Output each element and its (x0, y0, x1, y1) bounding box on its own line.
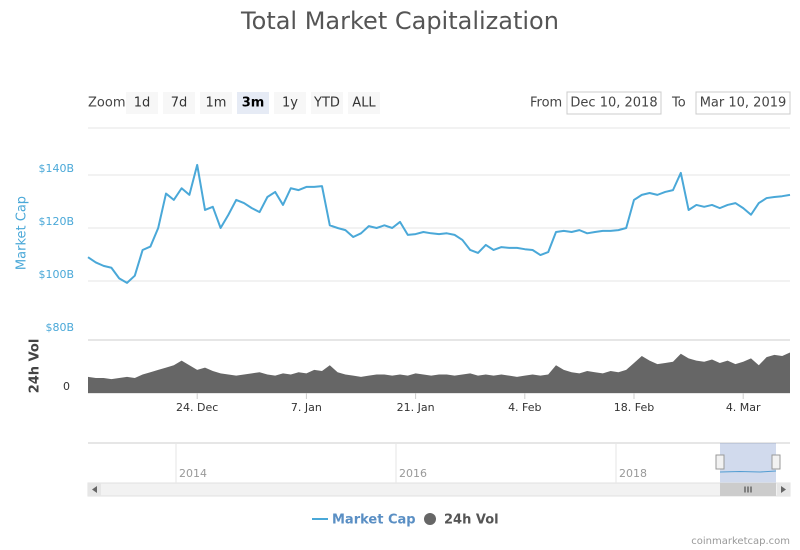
zoom-button-label[interactable]: 7d (171, 96, 188, 111)
zoom-button-label[interactable]: 1d (134, 96, 151, 111)
credit[interactable]: coinmarketcap.com (691, 536, 790, 547)
zoom-button[interactable] (200, 92, 232, 114)
navigator-tick-label: 2016 (399, 467, 427, 480)
x-tick-label: 18. Feb (614, 401, 654, 414)
y-tick-label: $140B (38, 162, 74, 175)
zoom-button-label[interactable]: ALL (352, 96, 376, 111)
range-to-label: To (671, 96, 686, 111)
navigator-series (719, 470, 777, 473)
range-to-value[interactable]: Mar 10, 2019 (700, 96, 787, 111)
zoom-button-label[interactable]: 1y (282, 96, 298, 111)
chart-title: Total Market Capitalization (240, 7, 559, 35)
y-tick-label: $120B (38, 215, 74, 228)
zoom-button[interactable] (126, 92, 158, 114)
x-tick-label: 21. Jan (397, 401, 435, 414)
market-cap-line (87, 163, 791, 284)
zoom-button-label[interactable]: 1m (206, 96, 227, 111)
zoom-button[interactable] (163, 92, 195, 114)
range-from-input[interactable] (566, 91, 662, 115)
navigator-handle[interactable] (715, 454, 725, 470)
x-tick-label: 4. Mar (726, 401, 761, 414)
y2-tick-label: 0 (63, 380, 70, 393)
zoom-button-label[interactable]: YTD (313, 96, 340, 111)
y-axis-title: Market Cap (15, 196, 30, 270)
zoom-button-label[interactable]: 3m (242, 96, 265, 111)
y2-axis-title: 24h Vol (28, 339, 43, 394)
y-tick-label: $80B (45, 321, 74, 334)
x-tick-label: 7. Jan (291, 401, 322, 414)
x-tick-label: 24. Dec (176, 401, 218, 414)
scrollbar-arrow (781, 486, 786, 493)
y-tick-label: $100B (38, 268, 74, 281)
navigator-tick-label: 2018 (619, 467, 647, 480)
range-from-label: From (530, 96, 562, 111)
navigator (88, 443, 790, 483)
scrollbar-track[interactable] (87, 482, 791, 497)
zoom-button[interactable] (274, 92, 306, 114)
volume-area (88, 352, 790, 393)
legend-label[interactable]: 24h Vol (444, 513, 499, 528)
zoom-label: Zoom (88, 96, 125, 111)
legend-label[interactable]: Market Cap (332, 513, 416, 528)
scrollbar-arrow (92, 486, 97, 493)
navigator-handle[interactable] (771, 454, 781, 470)
zoom-button[interactable] (237, 92, 269, 114)
navigator-tick-label: 2014 (179, 467, 207, 480)
range-to-input[interactable] (695, 91, 791, 115)
range-from-value[interactable]: Dec 10, 2018 (570, 96, 657, 111)
legend-symbol[interactable] (424, 513, 436, 525)
scrollbar-grip (744, 486, 752, 493)
zoom-button[interactable] (311, 92, 343, 114)
x-tick-label: 4. Feb (508, 401, 541, 414)
navigator-selection[interactable] (720, 443, 776, 483)
zoom-button[interactable] (348, 92, 380, 114)
